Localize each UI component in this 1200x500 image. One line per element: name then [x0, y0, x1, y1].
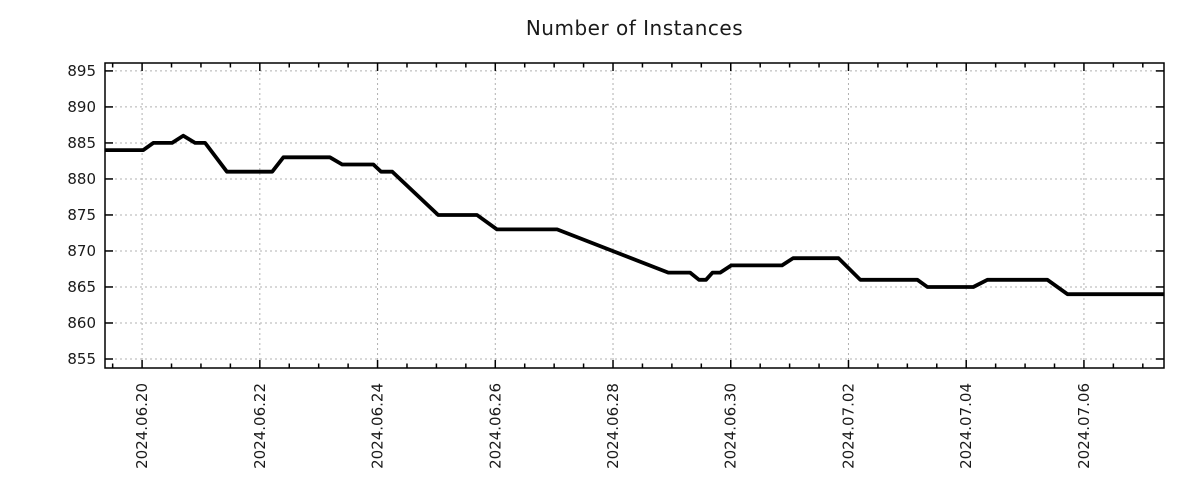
y-tick-label: 875 [67, 206, 96, 224]
y-tick-label: 865 [67, 278, 96, 296]
x-tick-label: 2024.06.28 [604, 383, 622, 469]
y-tick-label: 895 [67, 62, 96, 80]
axes-and-ticks [105, 63, 1164, 368]
tick-labels: 855 860 865 870 875 880 885 890 895 2024.06.20 202… [67, 62, 1093, 469]
y-tick-label: 885 [67, 134, 96, 152]
plot-border [104, 62, 1165, 369]
x-tick-label: 2024.06.30 [722, 383, 740, 469]
y-tick-label: 860 [67, 314, 96, 332]
x-tick-label: 2024.06.22 [251, 383, 269, 469]
x-tick-label: 2024.07.06 [1075, 383, 1093, 469]
gridlines [105, 63, 1164, 368]
x-tick-label: 2024.07.02 [839, 383, 857, 469]
y-tick-label: 855 [67, 350, 96, 368]
y-tick-label: 870 [67, 242, 96, 260]
x-tick-label: 2024.06.26 [486, 383, 504, 469]
series-line-instances [105, 133, 1164, 297]
x-tick-label: 2024.06.24 [369, 383, 387, 469]
chart-title: Number of Instances [525, 16, 744, 40]
x-tick-label: 2024.06.20 [133, 383, 151, 469]
y-tick-label: 880 [67, 170, 96, 188]
y-tick-label: 890 [67, 98, 96, 116]
x-tick-label: 2024.07.04 [957, 383, 975, 469]
